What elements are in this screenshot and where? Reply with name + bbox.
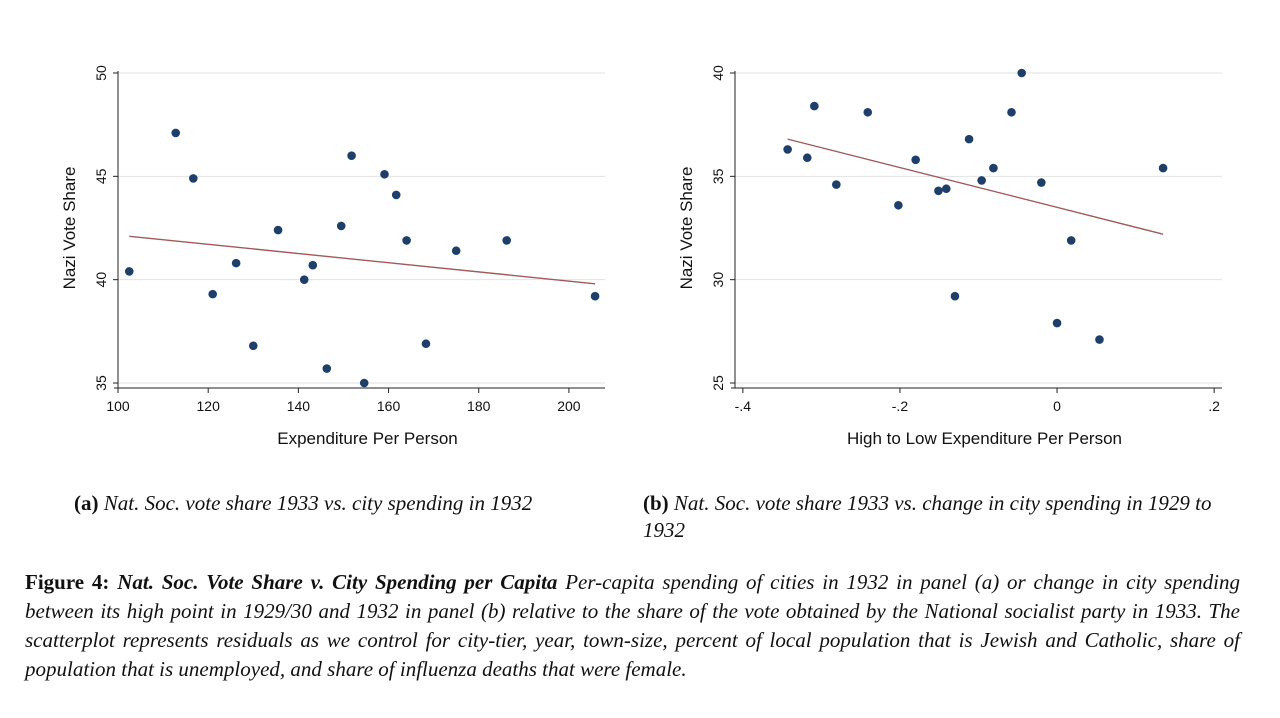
chart-b-point-0 <box>783 145 792 154</box>
chart-a-x-tick-label-5: 200 <box>557 398 581 414</box>
subcaption-b-text: Nat. Soc. vote share 1933 vs. change in … <box>643 491 1212 542</box>
chart-b-point-4 <box>863 107 873 117</box>
chart-b-point-14 <box>1017 68 1027 78</box>
chart-b-point-7 <box>934 186 943 196</box>
chart-b-y-tick-label-0: 25 <box>710 375 726 391</box>
chart-b-point-19 <box>1158 163 1168 173</box>
chart-a-x-tick-label-2: 140 <box>287 398 311 414</box>
chart-b-x-tick-label-0: -.4 <box>735 398 752 414</box>
chart-b-x-tick-label-2: 0 <box>1053 398 1061 414</box>
chart-b-y-tick-label-2: 35 <box>710 168 726 184</box>
chart-b-svg: 25 30 35 40 -.4 -.2 0 .2 High to Low Expenditure… <box>677 65 1222 448</box>
chart-a-fit-line <box>129 235 596 285</box>
scatter-panel-a: 35 40 45 50 100 120 140 160 180 200 Expenditure Pe… <box>55 50 625 475</box>
chart-a-point-15 <box>402 236 411 245</box>
chart-a-y-tick-label-2: 45 <box>93 168 109 184</box>
subcaption-a-label: (a) <box>74 491 99 515</box>
chart-a-x-tick-label-4: 180 <box>467 398 491 414</box>
chart-a-point-2 <box>189 174 198 183</box>
chart-b-point-2 <box>810 101 819 111</box>
chart-a-point-10 <box>336 221 346 231</box>
chart-b-point-18 <box>1095 335 1104 344</box>
chart-b-point-11 <box>977 176 986 185</box>
chart-b-x-axis-title: High to Low Expenditure Per Person <box>847 429 1122 448</box>
chart-a-point-1 <box>171 128 181 138</box>
chart-a-point-0 <box>124 267 134 276</box>
chart-b-point-1 <box>802 153 812 163</box>
chart-a-point-14 <box>391 190 401 200</box>
chart-b-fit-line <box>787 138 1164 235</box>
chart-a-point-3 <box>208 289 217 299</box>
chart-a-point-6 <box>273 225 283 235</box>
scatter-panel-b: 25 30 35 40 -.4 -.2 0 .2 High to Low Expenditure… <box>672 50 1242 475</box>
chart-b-point-3 <box>832 180 841 189</box>
subcaption-b-label: (b) <box>643 491 669 515</box>
chart-a-point-19 <box>590 291 600 301</box>
chart-a-point-7 <box>299 275 309 284</box>
subcaption-b: (b) Nat. Soc. vote share 1933 vs. change… <box>643 490 1253 544</box>
chart-a-point-17 <box>451 246 461 256</box>
chart-b-point-9 <box>950 291 960 301</box>
chart-b-point-15 <box>1037 178 1046 187</box>
chart-a-point-13 <box>380 169 389 179</box>
chart-a-y-tick-label-1: 40 <box>93 272 109 288</box>
chart-a-x-tick-label-0: 100 <box>106 398 130 414</box>
chart-b-point-16 <box>1052 318 1062 328</box>
chart-b-point-6 <box>911 155 920 165</box>
chart-a-y-tick-label-3: 50 <box>93 65 109 81</box>
chart-b-y-tick-label-3: 40 <box>710 65 726 81</box>
chart-b-point-8 <box>941 184 951 194</box>
figure-caption: Figure 4: Nat. Soc. Vote Share v. City S… <box>25 568 1240 684</box>
chart-a-point-5 <box>248 341 258 351</box>
chart-b-x-tick-label-3: .2 <box>1208 398 1220 414</box>
chart-a-point-8 <box>308 260 318 270</box>
figure-caption-text: Per-capita spending of cities in 1932 in… <box>25 570 1240 681</box>
chart-b-point-10 <box>964 134 974 144</box>
chart-b-y-axis-title: Nazi Vote Share <box>677 167 696 290</box>
chart-a-point-16 <box>421 339 431 349</box>
chart-b-point-5 <box>894 200 903 210</box>
chart-b-point-12 <box>989 163 998 173</box>
chart-a-x-tick-label-3: 160 <box>377 398 401 414</box>
chart-a-point-11 <box>347 151 356 160</box>
chart-a-point-12 <box>359 378 369 388</box>
chart-a-point-18 <box>502 236 511 245</box>
chart-a-x-axis-title: Expenditure Per Person <box>277 429 458 448</box>
chart-b-y-tick-label-1: 30 <box>710 272 726 288</box>
subcaption-a-text: Nat. Soc. vote share 1933 vs. city spend… <box>103 491 533 515</box>
chart-a-y-tick-label-0: 35 <box>93 375 109 391</box>
chart-a-point-4 <box>231 258 241 268</box>
chart-b-x-tick-label-1: -.2 <box>892 398 909 414</box>
chart-b-point-17 <box>1066 236 1076 245</box>
chart-a-point-9 <box>322 364 332 373</box>
chart-b-point-13 <box>1007 107 1016 117</box>
subcaption-a: (a) Nat. Soc. vote share 1933 vs. city s… <box>74 490 614 517</box>
figure-caption-title: Nat. Soc. Vote Share v. City Spending pe… <box>117 570 558 594</box>
chart-a-svg: 35 40 45 50 100 120 140 160 180 200 Expenditure Pe… <box>60 65 605 448</box>
chart-a-y-axis-title: Nazi Vote Share <box>60 167 79 290</box>
figure-caption-label: Figure 4: <box>25 570 110 594</box>
chart-a-x-tick-label-1: 120 <box>197 398 221 414</box>
